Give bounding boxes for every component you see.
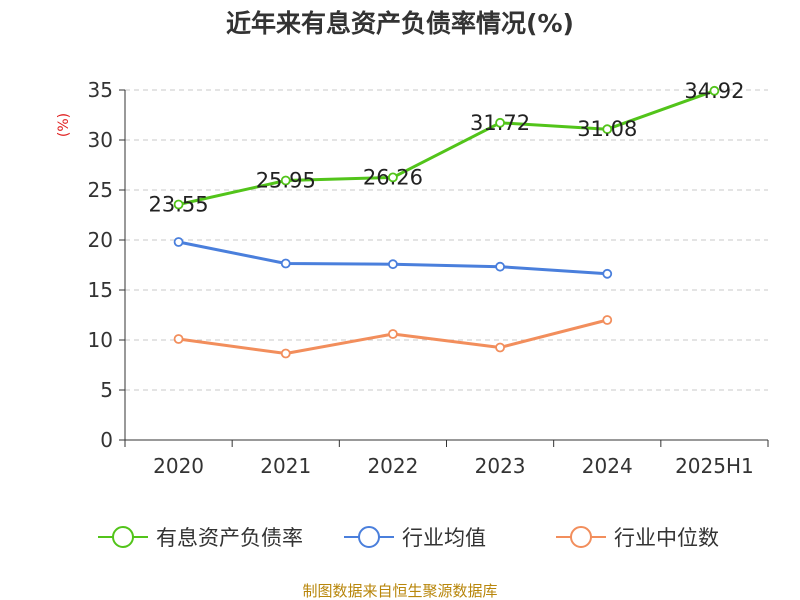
legend: 有息资产负债率 行业均值 行业中位数 (98, 526, 719, 550)
x-tick-label: 2023 (475, 454, 526, 478)
data-label: 31.08 (577, 117, 637, 141)
x-tick-label: 2022 (367, 454, 418, 478)
data-label: 34.92 (684, 79, 744, 103)
legend-swatch-marker (570, 526, 592, 548)
y-tick-label: 25 (88, 178, 113, 202)
y-tick-label: 30 (88, 128, 113, 152)
x-tick-label: 2020 (153, 454, 204, 478)
data-point (280, 258, 291, 269)
data-label: 23.55 (149, 193, 209, 217)
y-tick-label: 5 (100, 378, 113, 402)
legend-swatch-marker (112, 526, 134, 548)
legend-label: 行业均值 (402, 526, 486, 550)
series-line-0 (178, 89, 715, 206)
series (173, 85, 720, 359)
data-point (602, 268, 613, 279)
data-point (495, 342, 505, 353)
data-point (388, 329, 398, 339)
data-label: 31.72 (470, 111, 530, 135)
y-tick-label: 0 (100, 428, 113, 452)
data-point (495, 117, 505, 128)
x-tick-label: 2024 (582, 454, 633, 478)
data-point (173, 334, 184, 344)
data-point (173, 199, 184, 210)
legend-label: 行业中位数 (614, 526, 719, 550)
data-label: 25.95 (256, 169, 316, 193)
data-point (709, 85, 720, 96)
data-point (280, 175, 291, 186)
axes: 0 5 10 15 20 25 30 35 2020 2021 2022 2023 2024 2025H1 (88, 78, 769, 478)
y-tick-label: 15 (88, 278, 113, 302)
data-point (388, 259, 398, 270)
legend-label: 有息资产负债率 (156, 526, 303, 550)
data-point (495, 261, 505, 272)
y-axis-label: (%) (56, 113, 72, 137)
y-tick-label: 35 (88, 78, 113, 102)
legend-swatch-marker (358, 526, 380, 548)
data-point (602, 124, 613, 135)
data-point (388, 172, 398, 183)
data-point (280, 348, 291, 359)
chart-title: 近年来有息资产负债率情况(%) (226, 9, 574, 38)
grid-lines (125, 89, 768, 391)
data-point (602, 315, 613, 325)
y-tick-label: 10 (88, 328, 113, 352)
y-tick-label: 20 (88, 228, 113, 252)
x-tick-label: 2025H1 (675, 454, 754, 478)
data-labels: 23.55 25.95 26.26 31.72 31.08 34.92 (149, 79, 745, 217)
data-label: 26.26 (363, 165, 423, 189)
data-point (173, 237, 184, 247)
x-tick-label: 2021 (260, 454, 311, 478)
source-note: 制图数据来自恒生聚源数据库 (302, 582, 497, 600)
